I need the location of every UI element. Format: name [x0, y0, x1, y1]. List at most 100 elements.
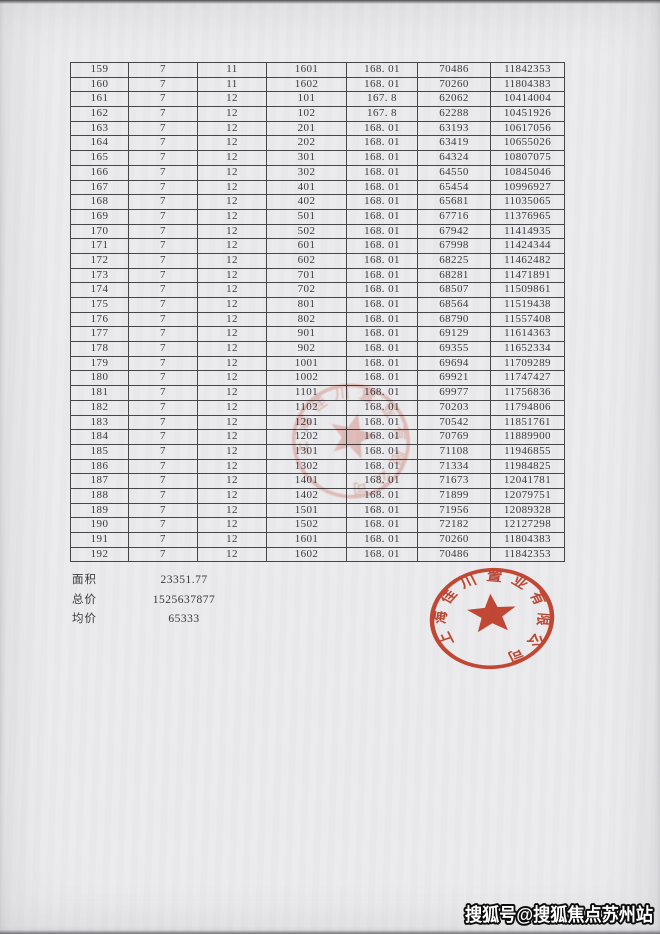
table-cell: 7 — [128, 194, 198, 210]
summary-row: 面积 23351.77 — [72, 571, 254, 591]
table-cell: 69355 — [417, 341, 491, 357]
table-cell: 1202 — [266, 429, 347, 445]
table-cell: 12 — [197, 341, 267, 357]
table-cell: 67942 — [417, 223, 491, 240]
table-cell: 7 — [128, 443, 198, 460]
table-cell: 68564 — [417, 297, 491, 313]
table-cell: 501 — [266, 208, 347, 225]
table-cell: 12 — [197, 399, 267, 416]
table-cell: 7 — [128, 341, 198, 357]
table-cell: 71956 — [417, 502, 491, 519]
table-cell: 7 — [128, 532, 198, 548]
table-cell: 11 — [197, 62, 267, 78]
star-icon — [467, 593, 516, 633]
table-cell: 167. 8 — [346, 91, 418, 108]
table-cell: 1602 — [266, 546, 347, 563]
table-cell: 167 — [70, 179, 129, 196]
table-cell: 168. 01 — [346, 62, 418, 78]
table-row: 185 7 12 1301 168. 01 71108 11946855 — [70, 443, 565, 460]
summary-value: 1525637877 — [152, 593, 216, 606]
table-cell: 7 — [128, 297, 198, 313]
table-cell: 11946855 — [490, 443, 565, 460]
table-cell: 71899 — [417, 487, 491, 504]
table-cell: 12 — [197, 429, 267, 445]
table-row: 187 7 12 1401 168. 01 71673 12041781 — [70, 473, 565, 489]
table-cell: 161 — [70, 91, 129, 108]
table-cell: 11462482 — [490, 252, 565, 269]
table-cell: 168. 01 — [346, 135, 418, 152]
table-cell: 177 — [70, 326, 129, 343]
table-cell: 67716 — [417, 208, 491, 225]
table-cell: 168. 01 — [346, 76, 418, 93]
table-cell: 64324 — [417, 150, 491, 166]
table-cell: 176 — [70, 311, 129, 328]
table-cell: 12 — [197, 238, 267, 254]
table-cell: 168. 01 — [346, 429, 418, 445]
table-cell: 168 — [70, 194, 129, 210]
table-cell: 168. 01 — [346, 546, 418, 563]
table-cell: 11794806 — [490, 399, 565, 416]
table-row: 168 7 12 402 168. 01 65681 11035065 — [70, 194, 565, 210]
table-row: 170 7 12 502 168. 01 67942 11414935 — [70, 223, 565, 240]
table-cell: 12 — [197, 252, 267, 269]
table-cell: 1201 — [266, 414, 347, 431]
table-cell: 7 — [128, 473, 198, 489]
table-cell: 168. 01 — [346, 267, 418, 284]
table-cell: 12 — [197, 91, 267, 108]
table-cell: 187 — [70, 473, 129, 489]
table-cell: 12079751 — [490, 487, 565, 504]
table-cell: 12 — [197, 326, 267, 343]
table-cell: 11035065 — [490, 194, 565, 210]
table-cell: 702 — [266, 282, 347, 298]
table-cell: 11756836 — [490, 385, 565, 401]
table-cell: 168. 01 — [346, 532, 418, 548]
table-cell: 12127298 — [490, 517, 565, 533]
table-cell: 71673 — [417, 473, 491, 489]
table-cell: 168. 01 — [346, 311, 418, 328]
table-cell: 69694 — [417, 355, 491, 372]
table-cell: 12 — [197, 385, 267, 401]
summary-block: 面积 23351.77 总价 1525637877 均价 65333 — [72, 571, 254, 630]
table-row: 183 7 12 1201 168. 01 70542 11851761 — [70, 414, 565, 431]
table-cell: 7 — [128, 223, 198, 240]
table-cell: 72182 — [417, 517, 491, 533]
table-cell: 12 — [197, 120, 267, 137]
table-cell: 12 — [197, 311, 267, 328]
table-row: 162 7 12 102 167. 8 62288 10451926 — [70, 106, 565, 122]
table-cell: 11471891 — [490, 267, 565, 284]
table-cell: 170 — [70, 223, 129, 240]
table-cell: 302 — [266, 164, 347, 181]
table-row: 181 7 12 1101 168. 01 69977 11756836 — [70, 385, 565, 401]
table-cell: 159 — [70, 62, 129, 78]
table-cell: 1602 — [266, 76, 347, 93]
table-cell: 201 — [266, 120, 347, 137]
table-cell: 12089328 — [490, 502, 565, 519]
table-cell: 69921 — [417, 370, 491, 387]
table-cell: 64550 — [417, 164, 491, 181]
table-cell: 171 — [70, 238, 129, 254]
table-cell: 1502 — [266, 517, 347, 533]
table-cell: 12 — [197, 282, 267, 298]
table-cell: 10996927 — [490, 179, 565, 196]
table-cell: 7 — [128, 517, 198, 533]
table-cell: 168. 01 — [346, 385, 418, 401]
table-cell: 11424344 — [490, 238, 565, 254]
table-cell: 12 — [197, 355, 267, 372]
table-cell: 602 — [266, 252, 347, 269]
table-row: 177 7 12 901 168. 01 69129 11614363 — [70, 326, 565, 343]
table-cell: 7 — [128, 135, 198, 152]
table-cell: 7 — [128, 238, 198, 254]
table-cell: 192 — [70, 546, 129, 563]
table-cell: 12 — [197, 370, 267, 387]
table-cell: 11804383 — [490, 532, 565, 548]
table-cell: 7 — [128, 76, 198, 93]
table-cell: 1101 — [266, 385, 347, 401]
table-cell: 7 — [128, 399, 198, 416]
table-cell: 202 — [266, 135, 347, 152]
table-cell: 1501 — [266, 502, 347, 519]
table-cell: 168. 01 — [346, 517, 418, 533]
table-cell: 7 — [128, 267, 198, 284]
table-cell: 1102 — [266, 399, 347, 416]
table-cell: 11414935 — [490, 223, 565, 240]
table-cell: 102 — [266, 106, 347, 122]
